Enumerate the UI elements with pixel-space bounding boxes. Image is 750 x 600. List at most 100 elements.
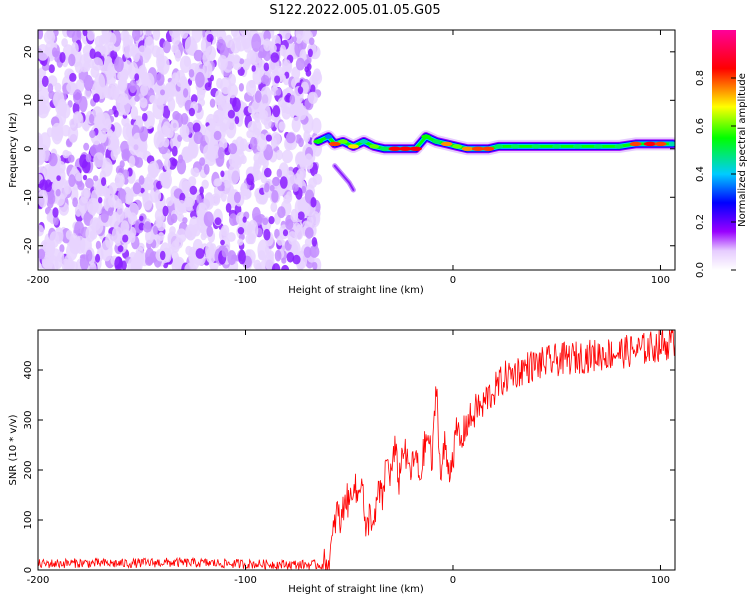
colorbar: 0.0 0.2 0.4 0.6 0.8 Normalized spectral ampl… [695, 30, 748, 278]
noise-blob [177, 96, 184, 109]
noise-blob [239, 58, 245, 65]
noise-blob [159, 250, 166, 261]
noise-blob [156, 135, 165, 148]
spectrogram-heatmap [38, 30, 675, 270]
noise-blob [230, 37, 242, 54]
noise-blob [264, 252, 275, 270]
noise-blob [70, 261, 79, 270]
noise-blob [191, 30, 203, 43]
noise-blob [203, 211, 214, 227]
noise-blob [286, 251, 295, 263]
noise-blob [272, 105, 281, 118]
noise-blob [291, 116, 301, 133]
noise-blob [291, 36, 297, 43]
noise-blob [117, 245, 124, 253]
ridge-point [510, 144, 520, 149]
snr-ytick-label: 100 [23, 510, 34, 529]
noise-blob [51, 47, 58, 57]
snr-xtick-label: 0 [450, 575, 456, 586]
noise-blob [276, 235, 284, 246]
noise-blob [74, 61, 83, 74]
spectrogram-xlabel: Height of straight line (km) [288, 285, 424, 296]
noise-blob [100, 210, 109, 223]
noise-blob [140, 83, 149, 96]
snr-ytick-label: 400 [23, 360, 34, 379]
noise-blob [125, 191, 134, 205]
noise-blob [98, 197, 103, 204]
noise-blob [74, 236, 81, 246]
noise-blob [225, 203, 232, 213]
noise-blob [72, 197, 78, 208]
noise-blob [289, 94, 296, 105]
noise-blob [202, 51, 211, 67]
noise-blob [82, 174, 88, 181]
noise-blob [205, 241, 215, 260]
noise-blob [38, 224, 45, 237]
noise-blob [83, 121, 90, 132]
noise-blob [295, 57, 305, 71]
noise-blob [138, 175, 145, 185]
noise-blob [79, 96, 88, 113]
noise-blob [226, 232, 236, 242]
noise-blob [179, 124, 190, 139]
noise-blob [310, 197, 317, 208]
ridge-point [668, 141, 675, 147]
ridge-point [643, 141, 657, 147]
spectrogram-ytick-label: 10 [23, 94, 34, 107]
noise-blob [305, 69, 312, 77]
ridge-point [431, 139, 441, 144]
noise-blob [268, 216, 275, 225]
noise-blob [74, 220, 84, 237]
snr-ylabel: SNR (10 * v/v) [8, 414, 19, 485]
noise-blob [72, 111, 83, 124]
noise-blob [257, 51, 264, 59]
noise-blob [38, 147, 46, 164]
noise-blob [185, 245, 193, 256]
noise-blob [233, 191, 241, 204]
noise-blob [262, 217, 269, 226]
noise-blob [146, 172, 156, 183]
noise-blob [296, 104, 307, 121]
noise-blob [307, 48, 313, 58]
noise-blob [66, 30, 75, 38]
noise-blob [261, 74, 270, 85]
noise-blob [214, 193, 221, 204]
noise-blob [278, 121, 286, 131]
noise-blob [307, 91, 318, 104]
noise-blob [51, 181, 59, 191]
noise-blob [312, 262, 318, 270]
noise-blob [142, 112, 148, 122]
spectrogram-frame [37, 29, 676, 271]
noise-blob [83, 142, 90, 151]
noise-blob [313, 68, 322, 82]
spectrogram-xtick-label: -100 [234, 275, 257, 286]
noise-blob [111, 226, 123, 244]
noise-blob [114, 256, 123, 270]
noise-blob [114, 172, 125, 188]
noise-blob [68, 124, 79, 143]
snr-plot-area [38, 330, 675, 570]
noise-blob [51, 122, 63, 145]
noise-blob [292, 183, 299, 192]
ridge-point [313, 139, 323, 144]
noise-blob [83, 188, 91, 199]
spectrogram-xtick-label: 0 [450, 275, 456, 286]
noise-blob [129, 79, 137, 94]
noise-blob [101, 177, 107, 187]
noise-blob [264, 182, 270, 193]
noise-blob [311, 237, 318, 247]
noise-blob [270, 132, 281, 147]
noise-blob [255, 263, 262, 270]
ridge-point [359, 139, 369, 144]
noise-blob [191, 167, 200, 178]
noise-blob [287, 231, 297, 245]
noise-blob [61, 38, 68, 48]
noise-blob [275, 149, 283, 161]
snr-xtick-label: -200 [27, 575, 50, 586]
noise-blob [89, 113, 95, 124]
noise-blob [246, 129, 254, 139]
noise-blob [228, 143, 238, 155]
noise-blob [184, 36, 197, 56]
noise-blob [204, 125, 216, 145]
